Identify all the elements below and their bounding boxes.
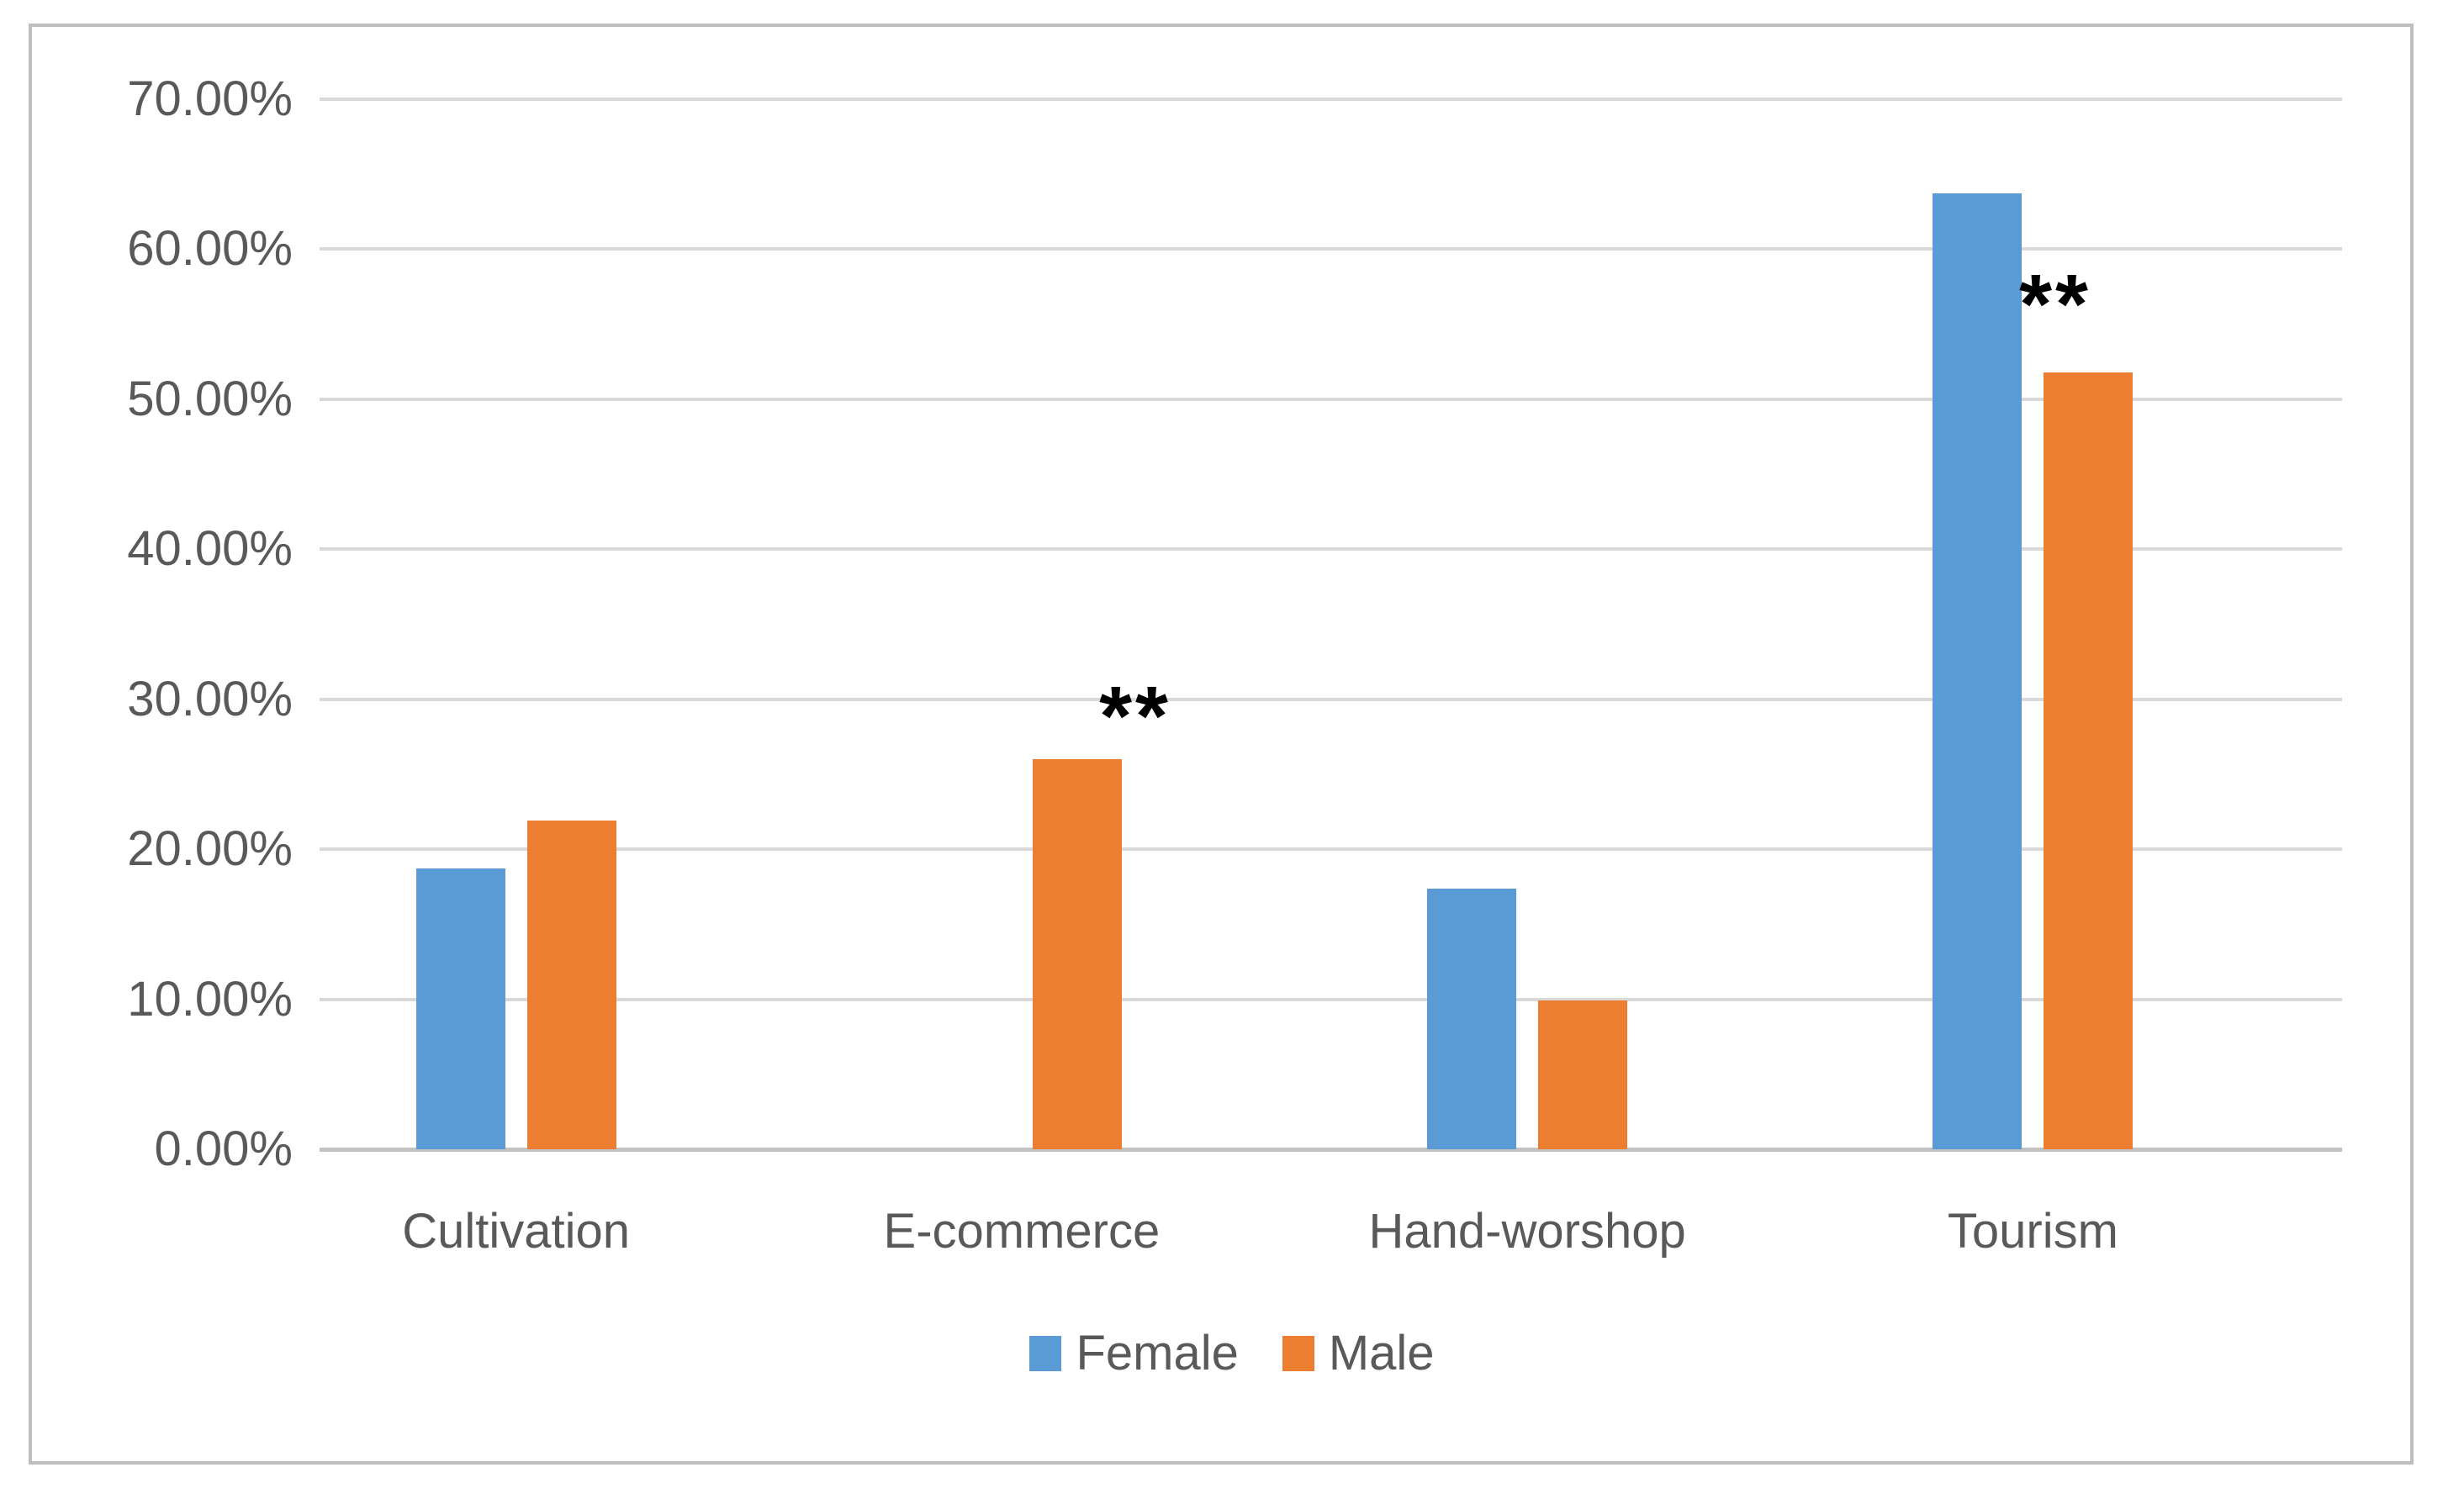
legend-item-male: Male — [1282, 1327, 1435, 1380]
gridline — [320, 547, 2342, 552]
legend-label-female: Female — [1076, 1326, 1239, 1380]
legend-swatch-female — [1029, 1336, 1062, 1371]
gridline — [320, 697, 2342, 701]
y-axis-tick-label: 0.00% — [154, 1122, 293, 1176]
gridline — [320, 847, 2342, 852]
chart-legend: Female Male — [0, 1327, 2464, 1380]
y-axis-tick-label: 30.00% — [127, 671, 293, 726]
legend-swatch-male — [1282, 1336, 1314, 1371]
y-axis-tick-label: 20.00% — [127, 821, 293, 877]
bar-female-tourism — [1933, 193, 2022, 1149]
bar-male-e-commerce — [1033, 759, 1122, 1149]
y-axis-tick-label: 70.00% — [127, 71, 293, 126]
category-label-cultivation: Cultivation — [402, 1204, 631, 1259]
gridline — [320, 247, 2342, 251]
significance-marker-e-commerce: ** — [1099, 669, 1171, 763]
gridline — [320, 397, 2342, 401]
bar-female-hand-worshop — [1427, 889, 1516, 1149]
legend-item-female: Female — [1029, 1326, 1239, 1380]
gridline — [320, 997, 2342, 1001]
category-label-e-commerce: E-commerce — [883, 1204, 1161, 1259]
y-axis-tick-label: 10.00% — [127, 971, 293, 1027]
legend-label-male: Male — [1328, 1326, 1435, 1380]
x-axis-baseline — [320, 1148, 2342, 1152]
bar-male-cultivation — [527, 821, 616, 1149]
category-label-tourism: Tourism — [1947, 1204, 2118, 1259]
gridline — [320, 98, 2342, 101]
y-axis-tick-label: 60.00% — [127, 221, 293, 277]
bar-male-tourism — [2044, 372, 2133, 1149]
y-axis-tick-label: 50.00% — [127, 371, 293, 426]
y-axis-tick-label: 40.00% — [127, 521, 293, 577]
significance-marker-tourism: ** — [2019, 257, 2091, 351]
category-label-hand-worshop: Hand-worshop — [1368, 1204, 1686, 1259]
bar-female-cultivation — [416, 868, 505, 1149]
bar-male-hand-worshop — [1538, 1000, 1627, 1149]
